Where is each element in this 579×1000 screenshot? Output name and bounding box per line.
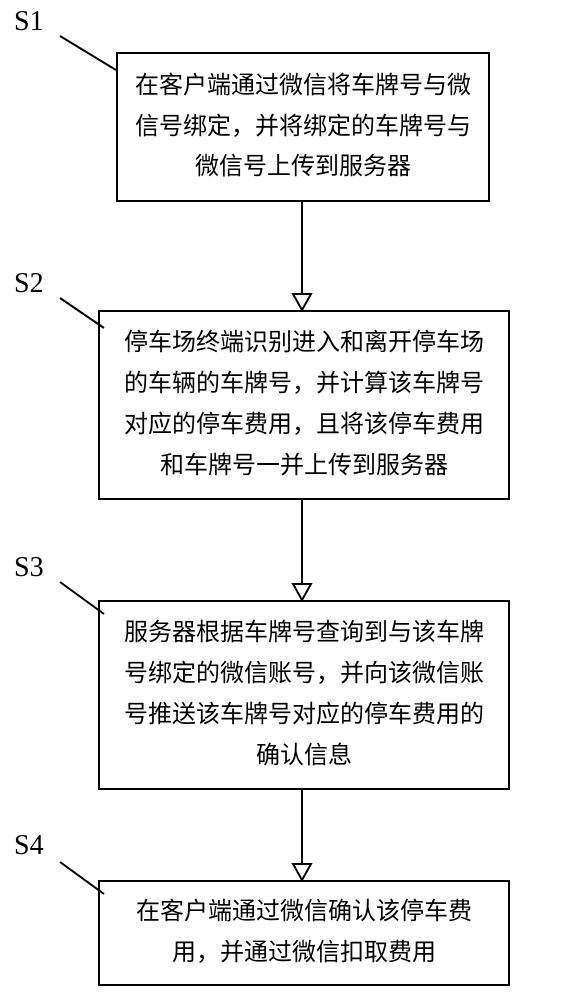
arrow-1-2 — [293, 202, 311, 310]
step-label-s3: S3 — [14, 552, 44, 584]
arrow-3-4 — [293, 790, 311, 880]
step-box-3: 服务器根据车牌号查询到与该车牌号绑定的微信账号，并向该微信账号推送该车牌号对应的… — [98, 600, 510, 790]
step-text-4: 在客户端通过微信确认该停车费用，并通过微信扣取费用 — [114, 892, 494, 974]
step-text-3: 服务器根据车牌号查询到与该车牌号绑定的微信账号，并向该微信账号推送该车牌号对应的… — [114, 613, 494, 776]
step-label-s1: S1 — [14, 6, 44, 38]
step-text-1: 在客户端通过微信将车牌号与微信号绑定，并将绑定的车牌号与微信号上传到服务器 — [132, 66, 474, 188]
step-box-4: 在客户端通过微信确认该停车费用，并通过微信扣取费用 — [98, 880, 510, 986]
step-label-s4: S4 — [14, 830, 44, 862]
step-label-s2: S2 — [14, 268, 44, 300]
step-box-1: 在客户端通过微信将车牌号与微信号绑定，并将绑定的车牌号与微信号上传到服务器 — [116, 52, 490, 202]
arrow-2-3 — [293, 500, 311, 600]
step-text-2: 停车场终端识别进入和离开停车场的车辆的车牌号，并计算该车牌号对应的停车费用，且将… — [114, 323, 494, 486]
step-box-2: 停车场终端识别进入和离开停车场的车辆的车牌号，并计算该车牌号对应的停车费用，且将… — [98, 310, 510, 500]
flowchart-canvas: S1 S2 S3 S4 在客户端通过微信将车牌号与微信号绑定，并将绑定的车牌号与… — [0, 0, 579, 1000]
leader-line-s1 — [60, 36, 116, 70]
